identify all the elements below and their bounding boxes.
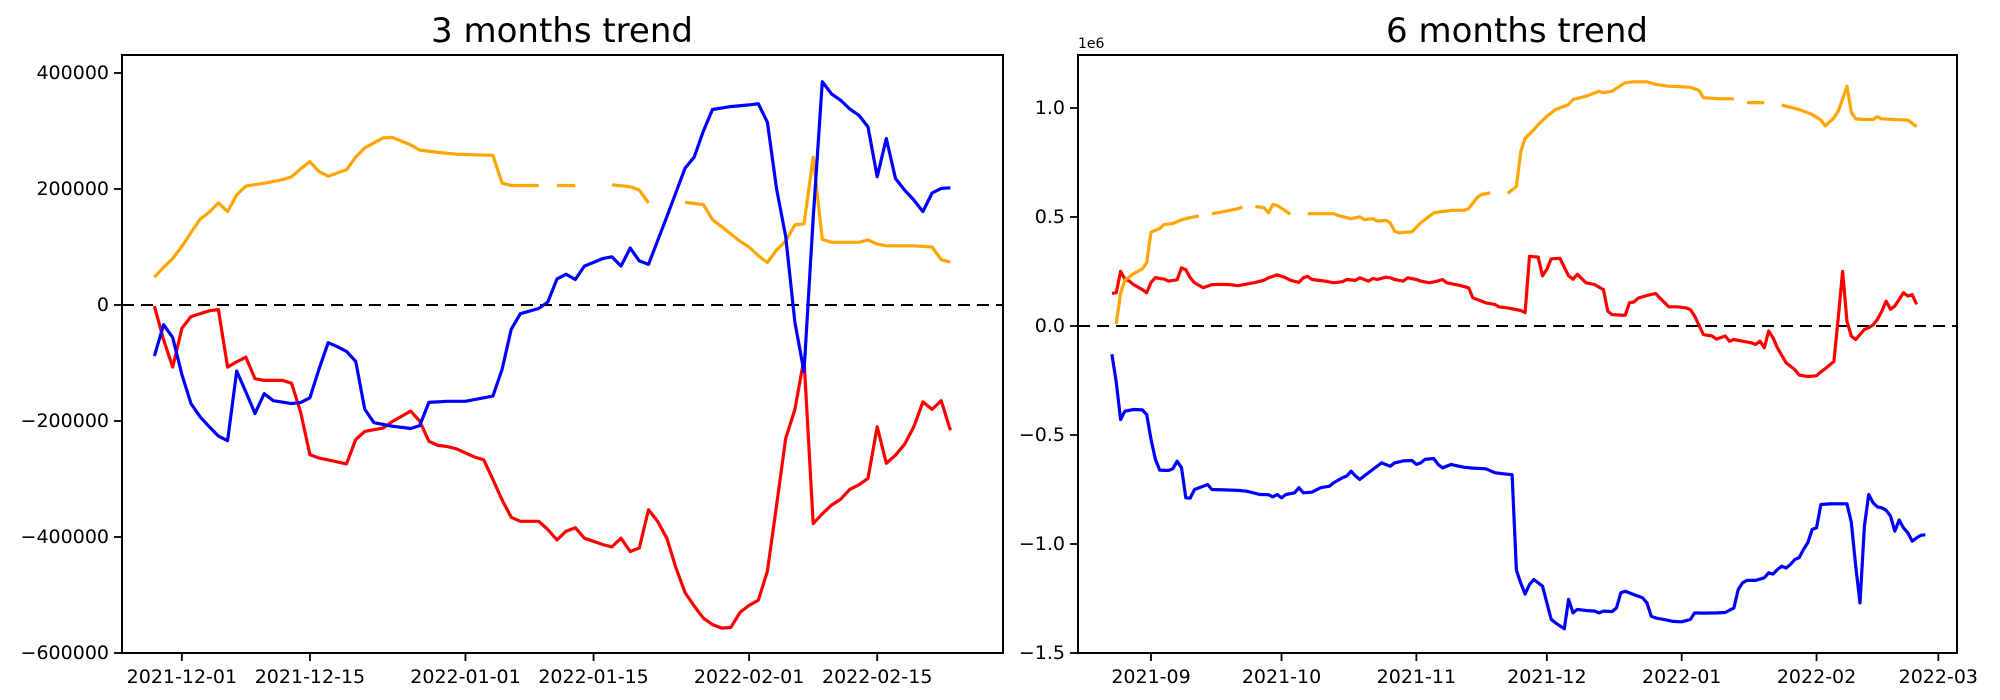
y-tick-label: −200000 (21, 410, 109, 432)
series-line-red (152, 305, 952, 630)
left-chart-3-months: 2021-12-01 2021-12-15 2022-01-01 2022-01-15… (21, 54, 1004, 688)
x-tick-label: 2022-01-01 (410, 666, 520, 688)
x-tick-label: 2021-12-01 (127, 666, 237, 688)
x-tick-label: 2021-09 (1111, 666, 1190, 688)
x-tick-label: 2022-02-15 (822, 666, 932, 688)
x-tick-label: 2022-02 (1777, 666, 1856, 688)
x-tick-label: 2021-11 (1377, 666, 1456, 688)
right-chart-6-months: 2021-09 2021-10 2021-11 2021-12 2022-01 2022-… (1019, 54, 1978, 688)
plot-border (1077, 54, 1958, 654)
y-tick-label: −400000 (21, 526, 109, 548)
y-tick-label: −1.0 (1019, 533, 1065, 555)
y-tick-label: −1.5 (1019, 642, 1065, 664)
y-tick-label: 0.0 (1035, 315, 1065, 337)
x-tick-label: 2021-10 (1242, 666, 1321, 688)
y-tick-label: 200000 (36, 178, 109, 200)
y-tick-label: −0.5 (1019, 424, 1065, 446)
series-line-orange (1114, 80, 1918, 325)
x-tick-label: 2022-02-01 (694, 666, 804, 688)
series-line-red (1111, 254, 1919, 379)
y-tick-label: 400000 (36, 62, 109, 84)
series-line-blue (1110, 354, 1926, 631)
x-tick-label: 2022-01 (1642, 666, 1721, 688)
x-tick-label: 2022-01-15 (538, 666, 648, 688)
y-axis-offset-1e6-label: 1e6 (1078, 36, 1105, 52)
y-tick-label: 0 (97, 294, 109, 316)
plot-border (121, 54, 1004, 654)
x-tick-label: 2021-12 (1507, 666, 1586, 688)
x-tick-label: 2022-03 (1899, 666, 1978, 688)
series-line-blue (152, 80, 951, 443)
x-tick-label: 2021-12-15 (255, 666, 365, 688)
y-tick-label: −600000 (21, 642, 109, 664)
y-tick-label: 0.5 (1035, 206, 1065, 228)
y-tick-label: 1.0 (1035, 97, 1065, 119)
left-chart-title: 3 months trend (431, 11, 693, 51)
series-line-orange (153, 135, 951, 279)
right-chart-title: 6 months trend (1386, 11, 1648, 51)
